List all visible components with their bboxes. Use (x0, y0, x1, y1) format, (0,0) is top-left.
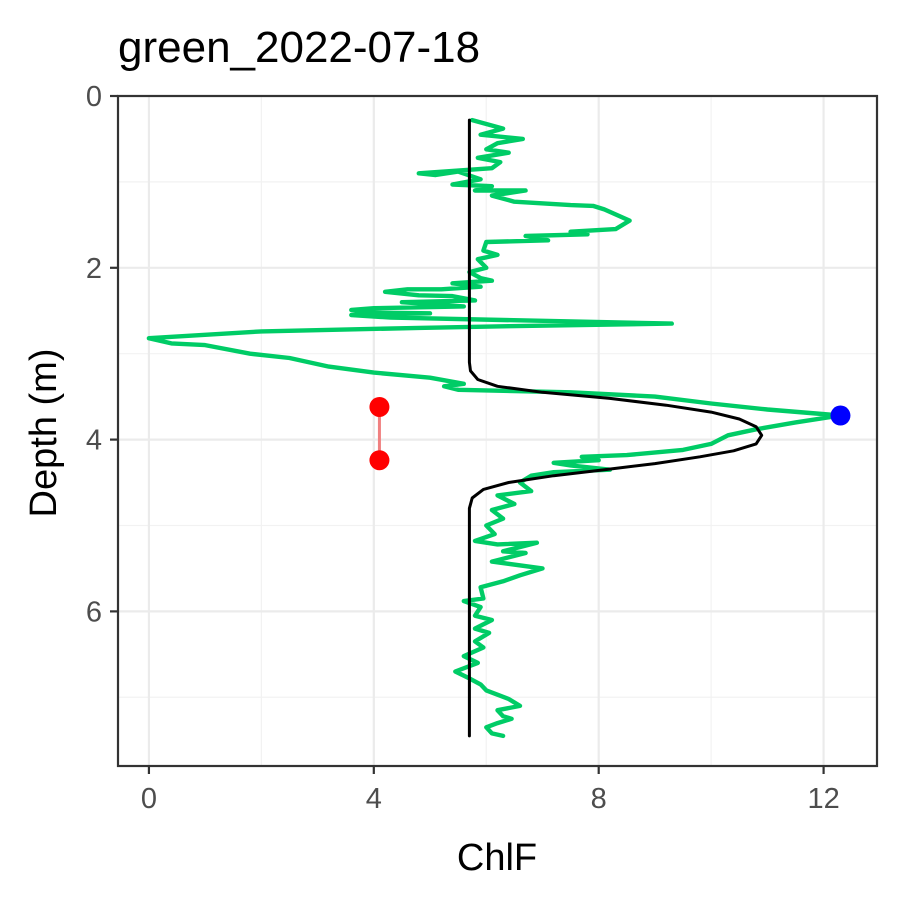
x-axis-label: ChlF (457, 837, 537, 879)
y-tick-label: 6 (86, 596, 102, 628)
range-point-0 (369, 396, 390, 417)
y-tick-label: 4 (86, 425, 102, 457)
max-point-0 (830, 405, 851, 426)
y-axis-label: Depth (m) (23, 349, 65, 518)
plot-panel (116, 94, 879, 768)
series-line-0 (146, 117, 843, 739)
x-tick-label: 12 (807, 783, 839, 815)
series-line-1 (467, 118, 764, 738)
x-tick-label: 0 (141, 783, 157, 815)
y-tick-label: 0 (86, 81, 102, 113)
x-tick-label: 4 (366, 783, 382, 815)
range-point-1 (369, 450, 390, 471)
y-tick-label: 2 (86, 253, 102, 285)
x-tick-label: 8 (591, 783, 607, 815)
panel-border (116, 94, 879, 768)
chart-title: green_2022-07-18 (118, 23, 480, 72)
